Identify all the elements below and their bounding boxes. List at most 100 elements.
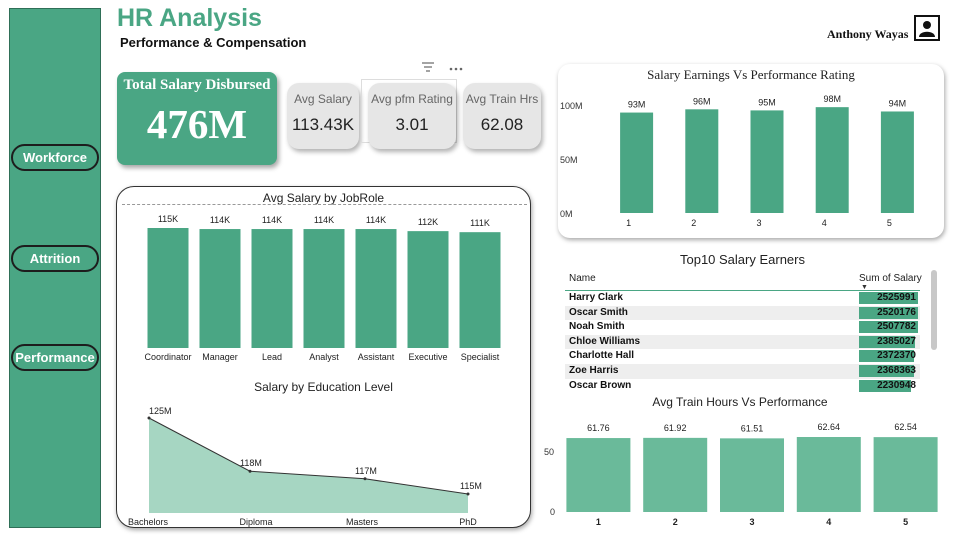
table-row[interactable]: Charlotte Hall 2372370: [565, 349, 920, 364]
bar: [355, 229, 397, 348]
kpi-avg-salary-value: 113.43K: [291, 115, 355, 134]
data-label: 61.51: [741, 423, 764, 433]
x-tick-label: 4: [826, 517, 831, 527]
data-label: 114K: [314, 215, 334, 225]
x-tick-label: 2: [673, 517, 678, 527]
y-tick-label: 100M: [560, 101, 583, 111]
table-cell-name: Noah Smith: [569, 321, 625, 333]
table-row[interactable]: Oscar Smith 2520176: [565, 305, 920, 321]
x-tick-label: Manager: [202, 352, 238, 362]
user-name: Anthony Wayas: [827, 27, 909, 41]
top10-col-value[interactable]: Sum of Salary: [859, 273, 922, 284]
data-label: 115K: [158, 214, 178, 224]
kpi-avg-salary-card: Avg Salary 113.43K: [287, 83, 359, 149]
bar: [407, 231, 449, 348]
bar: [251, 229, 293, 348]
x-tick-label: Coordinator: [144, 352, 191, 362]
table-cell-name: Zoe Harris: [569, 365, 619, 376]
x-tick-label: Executive: [408, 352, 447, 362]
table-row[interactable]: Noah Smith 2507782: [565, 320, 920, 335]
table-row[interactable]: Oscar Brown 2230948: [565, 378, 920, 394]
table-cell-databar: [859, 306, 918, 319]
x-tick-label: 1: [626, 218, 631, 228]
kpi-avg-train-hrs-label: Avg Train Hrs: [465, 92, 539, 106]
earnings-rating-chart: 100M 50M 0M 93M 1 96M 2 95M 3 98M 4 94M 5: [560, 94, 914, 228]
data-label: 62.54: [894, 422, 917, 432]
x-tick-label: 1: [596, 517, 601, 527]
table-cell-databar: [859, 379, 912, 392]
train-chart-title: Avg Train Hours Vs Performance: [652, 395, 828, 409]
data-label: 93M: [628, 100, 646, 110]
kpi-total-salary-label: Total Salary Disbursed: [123, 77, 271, 93]
education-chart-title: Salary by Education Level: [254, 380, 393, 394]
data-point: [248, 469, 252, 473]
data-label: 114K: [210, 215, 230, 225]
x-tick-label: 2: [691, 218, 696, 228]
jobrole-chart-title: Avg Salary by JobRole: [262, 191, 385, 205]
data-label: 118M: [240, 458, 262, 468]
table-row[interactable]: Harry Clark 2525991: [565, 291, 920, 306]
data-label: 115M: [460, 481, 482, 491]
top10-scrollbar[interactable]: [931, 270, 937, 350]
kpi-total-salary-card: Total Salary Disbursed 476M: [117, 72, 277, 165]
y-tick-label: 50M: [560, 155, 578, 165]
data-label: 114K: [366, 215, 386, 225]
page-subtitle: Performance & Compensation: [120, 35, 307, 50]
bar: [796, 437, 861, 512]
data-point: [466, 492, 470, 496]
bar: [643, 437, 708, 512]
top10-header-divider: [565, 290, 920, 291]
bar: [880, 111, 914, 213]
bar: [459, 232, 501, 348]
top10-col-name[interactable]: Name: [569, 273, 596, 284]
user-avatar-icon[interactable]: [914, 15, 940, 41]
table-cell-name: Chloe Williams: [569, 335, 641, 347]
bar: [620, 112, 654, 213]
table-row[interactable]: Chloe Williams 2385027: [565, 334, 920, 350]
table-cell-databar: [859, 350, 915, 363]
series-line: [148, 417, 469, 495]
nav-performance-button[interactable]: Performance: [11, 344, 99, 371]
table-cell-value: 2368363: [877, 365, 916, 376]
data-label: 94M: [889, 98, 907, 108]
bar: [566, 438, 631, 512]
table-cell-databar: [859, 365, 915, 377]
table-cell-databar: [859, 335, 915, 348]
kpi-avg-pfm-rating-card: Avg pfm Rating 3.01: [368, 83, 456, 149]
y-tick-label: 50: [544, 447, 554, 457]
data-label: 117M: [355, 466, 377, 476]
kpi-total-salary-value: 476M: [146, 101, 248, 147]
x-tick-label: Lead: [262, 352, 282, 362]
jobrole-title-divider: [122, 204, 527, 205]
x-tick-label: 5: [903, 517, 908, 527]
table-cell-name: Harry Clark: [569, 292, 623, 303]
table-cell-value: 2230948: [877, 379, 916, 391]
table-cell-value: 2520176: [877, 306, 916, 318]
page-title: HR Analysis: [117, 4, 262, 32]
filter-icon[interactable]: [421, 60, 435, 78]
table-row[interactable]: Zoe Harris 2368363: [565, 364, 920, 379]
y-tick-label: 0M: [560, 209, 573, 219]
x-tick-label: Specialist: [461, 352, 500, 362]
data-label: 61.76: [587, 423, 610, 433]
more-options-icon[interactable]: [449, 61, 463, 79]
table-cell-value: 2525991: [877, 292, 916, 303]
x-tick-label: 3: [749, 517, 754, 527]
table-cell-databar: [859, 292, 918, 304]
sort-desc-icon[interactable]: ▼: [861, 284, 868, 291]
data-point: [363, 477, 367, 481]
data-label: 112K: [418, 217, 438, 227]
data-point: [147, 416, 151, 420]
nav-attrition-button[interactable]: Attrition: [11, 245, 99, 272]
bar: [815, 107, 849, 213]
table-cell-value: 2385027: [877, 335, 916, 347]
top10-title: Top10 Salary Earners: [679, 252, 805, 267]
nav-workforce-button[interactable]: Workforce: [11, 144, 99, 171]
data-label: 111K: [470, 218, 490, 228]
x-tick-label: Bachelors: [128, 517, 169, 527]
bar: [685, 109, 719, 213]
data-label: 125M: [149, 406, 172, 416]
x-tick-label: Analyst: [309, 352, 339, 362]
kpi-avg-pfm-rating-label: Avg pfm Rating: [371, 92, 453, 106]
x-tick-label: Assistant: [358, 352, 395, 362]
